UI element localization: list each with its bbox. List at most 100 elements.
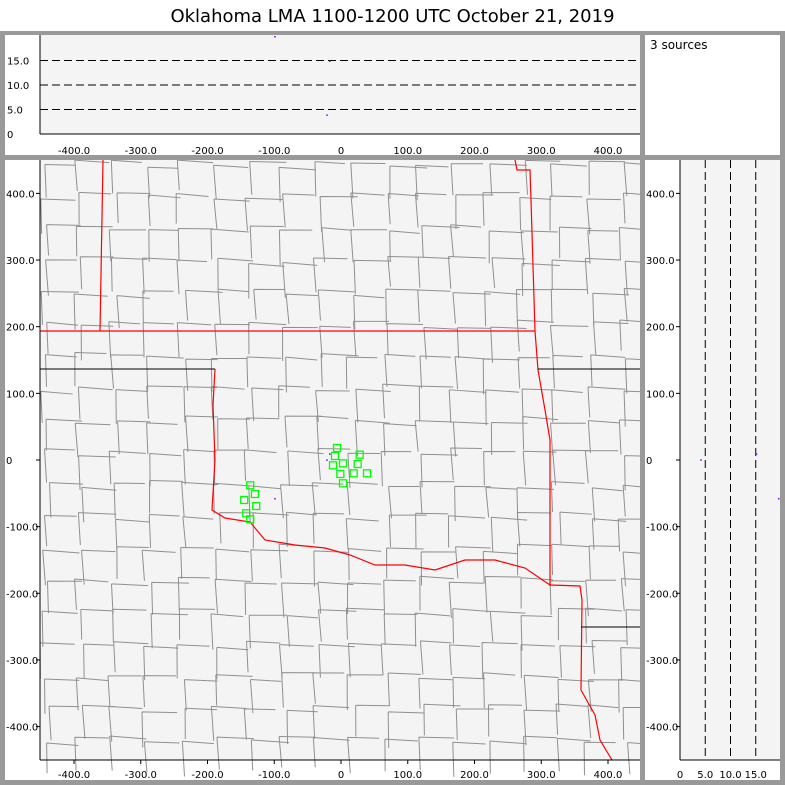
county-boundary [418,736,454,771]
county-boundary [490,516,528,552]
county-boundary [40,291,79,325]
y-tick-label: 100.0 [646,389,675,400]
county-boundary [214,578,252,614]
county-boundary [110,257,148,292]
county-boundary [387,711,425,748]
county-boundary [177,228,214,262]
county-boundary [385,288,420,325]
county-boundary [244,197,283,231]
county-boundary [113,641,149,673]
county-boundary [414,420,453,452]
lma-station-marker [355,450,364,459]
county-boundary [355,388,391,423]
lma-station-marker [330,451,340,461]
county-boundary [450,224,482,257]
lightning-source [326,114,328,116]
county-boundary [590,354,626,387]
county-boundary [287,450,324,487]
county-boundary [624,260,640,296]
county-boundary [107,675,142,707]
county-boundary [210,228,249,260]
altitude-tick-label: 5.0 [7,106,23,117]
county-boundary [352,320,390,356]
county-boundary [515,289,554,323]
county-boundary [278,385,310,418]
lma-station-marker [246,481,255,490]
county-boundary [113,482,145,519]
north-south-vs-altitude-panel: 0 5.0 10.0 15.0 400.0 300.0 200.0 100.0 0 -100.0 -… [645,160,780,780]
county-boundary [150,613,189,649]
county-boundary [415,164,449,201]
county-boundary [387,672,421,706]
county-boundary [450,163,483,196]
x-tick-label: -400.0 [58,770,90,780]
county-boundary [116,546,149,579]
county-boundary [522,416,559,450]
lightning-source [755,453,758,455]
county-boundary [421,225,460,258]
county-boundary [551,543,589,576]
altitude-tick-label: 5.0 [697,770,713,780]
county-boundary [77,386,113,420]
altitude-tick-label: 15.0 [745,770,767,780]
county-boundary [383,423,417,456]
county-boundary [80,608,113,640]
y-tick-label: 200.0 [6,323,35,334]
county-boundary [346,481,378,515]
county-boundary [45,418,83,451]
county-boundary [44,354,77,387]
y-tick-label: -200.0 [646,589,678,600]
county-boundary [622,192,640,224]
lightning-source [326,459,328,461]
county-boundary [318,609,357,642]
county-boundary [74,736,109,771]
lightning-source [328,60,331,62]
plan-view-map-panel: -400.0 -300.0 -200.0 -100.0 0 100.0 200.0 300.0… [5,160,640,780]
county-boundary [181,740,214,777]
county-boundary [253,288,285,320]
county-boundary [419,355,451,389]
county-boundary [78,191,112,225]
county-boundary [278,644,314,678]
county-boundary [250,549,289,582]
county-boundary [419,575,455,611]
county-boundary [278,166,317,203]
county-boundary [520,577,554,609]
county-boundary [282,326,318,361]
county-boundary [244,582,277,615]
county-boundary [449,644,480,676]
county-boundary [178,608,215,640]
county-boundary [618,678,640,713]
county-boundary [109,735,147,771]
county-boundary [523,709,561,746]
county-boundary [147,194,181,226]
county-boundary [42,549,80,586]
x-tick-label: 100.0 [393,770,422,780]
county-boundary [521,262,560,297]
county-boundary [619,319,640,351]
y-tick-label: -400.0 [6,723,38,734]
county-boundary [246,356,282,388]
y-tick-label: 300.0 [6,256,35,267]
county-boundary [142,322,174,358]
county-boundary [386,323,423,356]
county-boundary [148,514,180,548]
x-tick-label: -300.0 [125,146,157,155]
county-boundary [387,193,419,225]
x-tick-label: 300.0 [527,770,556,780]
county-boundary [551,259,590,291]
x-tick-label: -200.0 [191,770,223,780]
county-boundary [40,198,76,234]
county-boundary [559,511,592,545]
x-tick-label: 400.0 [594,146,623,155]
county-boundary [516,511,551,547]
x-tick-label: 200.0 [460,770,489,780]
county-boundary [146,355,184,391]
county-boundary [311,482,344,515]
county-boundary [217,257,254,290]
x-tick-label: 300.0 [527,146,556,155]
county-boundary [452,676,486,708]
county-boundary [353,259,392,295]
lma-station-marker [362,469,372,478]
